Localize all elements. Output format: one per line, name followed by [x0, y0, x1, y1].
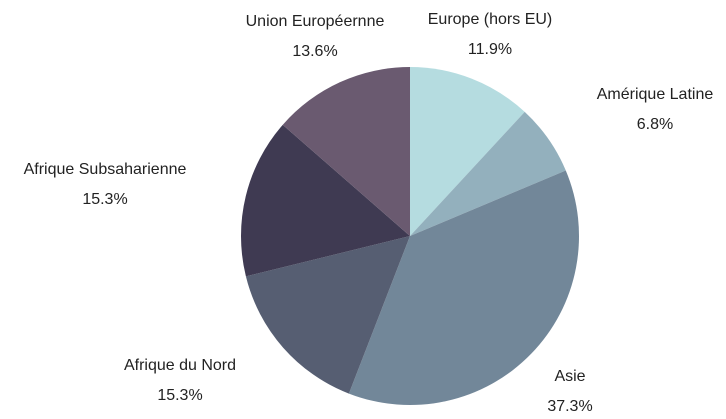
pie-slice: [282, 67, 410, 236]
slice-label: Afrique Subsaharienne: [24, 161, 187, 178]
slice-label: Amérique Latine: [597, 86, 714, 103]
slice-value: 11.9%: [468, 41, 512, 58]
pie-slice: [245, 236, 410, 394]
slice-value: 15.3%: [157, 387, 202, 404]
slice-label: Afrique du Nord: [124, 357, 236, 374]
pie-slice: [410, 111, 566, 236]
pie-slice: [240, 124, 410, 277]
slice-value: 13.6%: [292, 43, 337, 60]
pie-slice: [348, 170, 579, 405]
pie-slice: [410, 67, 525, 236]
slice-label: Union Européernne: [246, 13, 385, 30]
slice-value: 37.3%: [547, 398, 592, 415]
slice-value: 6.8%: [637, 116, 673, 133]
slice-value: 15.3%: [82, 191, 127, 208]
slice-label: Europe (hors EU): [428, 11, 553, 28]
slice-label: Asie: [554, 368, 585, 385]
